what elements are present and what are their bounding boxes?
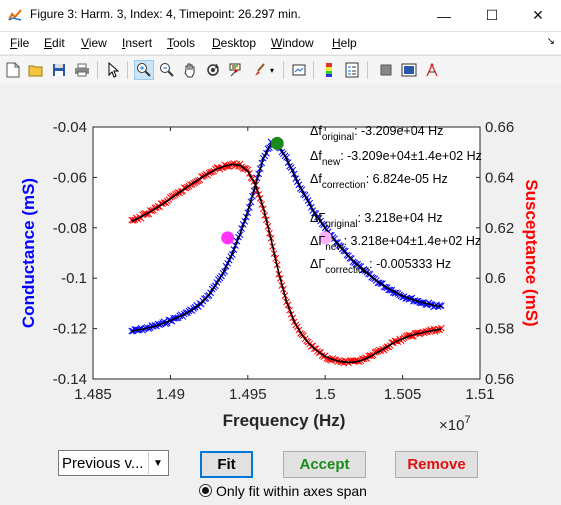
fit-axes-span-radio[interactable]: Only fit within axes span bbox=[199, 483, 367, 499]
y-left-tick-label: -0.12 bbox=[53, 321, 87, 338]
fit-button-label: Fit bbox=[217, 456, 236, 473]
y-left-axis-label: Conductance (mS) bbox=[19, 178, 38, 328]
chevron-down-icon[interactable]: ▼ bbox=[148, 452, 167, 474]
fit-button[interactable]: Fit bbox=[200, 451, 253, 478]
legend-icon[interactable] bbox=[342, 60, 362, 80]
x-tick-label: 1.51 bbox=[465, 386, 494, 403]
zoom-out-icon[interactable] bbox=[157, 60, 177, 80]
axes-box bbox=[92, 126, 481, 380]
close-icon: ✕ bbox=[532, 7, 544, 23]
link-plot-icon[interactable] bbox=[289, 60, 309, 80]
accept-button[interactable]: Accept bbox=[283, 451, 366, 478]
conductance-fit-line bbox=[131, 142, 442, 332]
edit-plot-arrow-icon[interactable] bbox=[103, 60, 123, 80]
toolbar-separator bbox=[313, 61, 314, 79]
annotation-new: Δfnew: -3.209e+04±1.4e+02 Hz bbox=[310, 149, 482, 168]
susceptance-fit-line bbox=[131, 163, 442, 364]
radio-checked-icon[interactable] bbox=[199, 484, 212, 497]
new-figure-icon[interactable] bbox=[3, 60, 23, 80]
y-left-tick-label: -0.1 bbox=[61, 270, 87, 287]
print-icon[interactable] bbox=[72, 60, 92, 80]
peak-marker bbox=[270, 136, 284, 150]
colorbar-icon[interactable] bbox=[319, 60, 339, 80]
y-right-tick-label: 0.58 bbox=[485, 321, 514, 338]
x-tick-label: 1.485 bbox=[74, 386, 112, 403]
menu-edit[interactable]: Edit bbox=[44, 36, 65, 50]
toolbar-separator bbox=[127, 61, 128, 79]
rotate-3d-icon[interactable] bbox=[203, 60, 223, 80]
y-left-tick-label: -0.04 bbox=[53, 119, 87, 136]
minimize-icon: — bbox=[437, 7, 451, 24]
x-tick-label: 1.49 bbox=[156, 386, 185, 403]
menu-help[interactable]: Help bbox=[332, 36, 357, 50]
remove-button-label: Remove bbox=[407, 456, 466, 473]
y-left-tick-label: -0.14 bbox=[53, 371, 87, 388]
left-half-marker bbox=[221, 231, 235, 245]
accept-button-label: Accept bbox=[299, 456, 350, 473]
menu-window[interactable]: Window bbox=[271, 36, 314, 50]
radio-label: Only fit within axes span bbox=[216, 483, 367, 499]
susceptance-point bbox=[128, 216, 136, 224]
x-axis-label: Frequency (Hz) bbox=[223, 411, 346, 430]
conductance-point bbox=[436, 302, 444, 309]
toolbar-separator bbox=[367, 61, 368, 79]
annotation-original: Δforiginal: -3.209e+04 Hz bbox=[310, 124, 443, 143]
x-exponent-label: ×107 bbox=[439, 414, 471, 434]
pan-hand-icon[interactable] bbox=[180, 60, 200, 80]
annotation-correction: Δfcorrection: 6.824e-05 Hz bbox=[310, 172, 448, 191]
y-right-tick-label: 0.64 bbox=[485, 169, 514, 186]
right-half-marker bbox=[318, 231, 332, 245]
menu-file[interactable]: File bbox=[10, 36, 30, 50]
title-bar: Figure 3: Harm. 3, Index: 4, Timepoint: … bbox=[0, 0, 561, 32]
y-right-tick-label: 0.6 bbox=[485, 270, 506, 287]
annotation-original: ΔΓoriginal: 3.218e+04 Hz bbox=[310, 211, 443, 230]
maximize-icon: ☐ bbox=[485, 7, 499, 23]
show-plot-tools-icon[interactable] bbox=[399, 60, 419, 80]
y-right-tick-label: 0.66 bbox=[485, 119, 514, 136]
toolbar-separator bbox=[283, 61, 284, 79]
maximize-button[interactable]: ☐ bbox=[469, 0, 515, 31]
y-left-tick-label: -0.08 bbox=[53, 220, 87, 237]
conductance-point bbox=[341, 247, 349, 255]
chart[interactable]: 1.485 1.49 1.495 1.5 1.505 1.51 -0.14 -0.12 -0.1… bbox=[0, 84, 561, 444]
susceptance-point bbox=[244, 166, 252, 174]
annotation-correction: ΔΓcorrection: -0.005333 Hz bbox=[310, 257, 451, 276]
open-file-icon[interactable] bbox=[26, 60, 46, 80]
menu-bar: File Edit View Insert Tools Desktop Wind… bbox=[0, 32, 561, 54]
menu-insert[interactable]: Insert bbox=[122, 36, 153, 50]
conductance-point bbox=[437, 302, 445, 310]
hide-plot-tools-icon[interactable] bbox=[376, 60, 396, 80]
minimize-button[interactable]: — bbox=[421, 0, 467, 31]
dropdown-value: Previous v... bbox=[62, 455, 144, 472]
zoom-in-icon[interactable] bbox=[134, 60, 154, 80]
plot-browser-icon[interactable] bbox=[422, 60, 442, 80]
annotation-new: ΔΓnew: 3.218e+04±1.4e+02 Hz bbox=[310, 234, 481, 253]
dock-arrow-icon[interactable]: ↘ bbox=[546, 36, 555, 47]
y-right-axis-label: Susceptance (mS) bbox=[522, 179, 541, 326]
close-button[interactable]: ✕ bbox=[515, 0, 561, 31]
brush-icon[interactable] bbox=[249, 60, 269, 80]
matlab-figure-icon bbox=[8, 8, 22, 22]
window-title: Figure 3: Harm. 3, Index: 4, Timepoint: … bbox=[30, 7, 301, 21]
figure-toolbar: ▾ bbox=[0, 55, 561, 85]
previous-values-dropdown[interactable]: Previous v... ▼ bbox=[58, 450, 169, 476]
data-cursor-icon[interactable] bbox=[226, 60, 246, 80]
y-right-tick-label: 0.62 bbox=[485, 220, 514, 237]
x-tick-label: 1.5 bbox=[315, 386, 336, 403]
brush-dropdown-icon[interactable]: ▾ bbox=[269, 65, 274, 75]
save-icon[interactable] bbox=[49, 60, 69, 80]
x-tick-label: 1.505 bbox=[384, 386, 422, 403]
x-tick-label: 1.495 bbox=[229, 386, 267, 403]
y-left-tick-label: -0.06 bbox=[53, 169, 87, 186]
remove-button[interactable]: Remove bbox=[395, 451, 478, 478]
y-right-tick-label: 0.56 bbox=[485, 371, 514, 388]
menu-desktop[interactable]: Desktop bbox=[212, 36, 257, 50]
menu-tools[interactable]: Tools bbox=[167, 36, 196, 50]
toolbar-separator bbox=[97, 61, 98, 79]
menu-view[interactable]: View bbox=[81, 36, 107, 50]
